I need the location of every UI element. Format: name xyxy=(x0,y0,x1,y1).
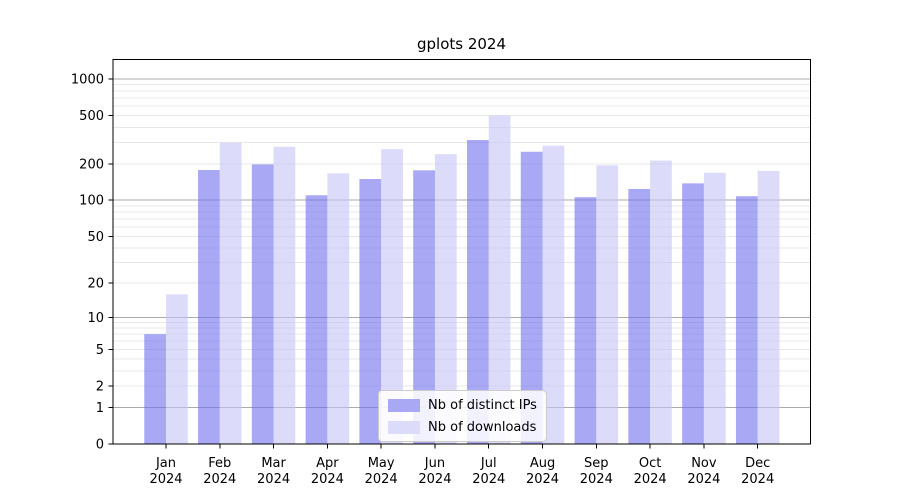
bar-distinct-ips-may xyxy=(359,179,382,444)
y-tick-label: 50 xyxy=(87,230,104,245)
x-tick-label-month: Apr xyxy=(316,456,339,471)
bar-downloads-feb xyxy=(219,142,242,444)
y-tick-label: 500 xyxy=(79,109,104,124)
x-tick-label-year: 2024 xyxy=(365,472,398,487)
bar-distinct-ips-jan xyxy=(144,334,166,444)
x-tick-label-month: Jul xyxy=(480,456,497,471)
x-tick-label-year: 2024 xyxy=(741,472,774,487)
bar-downloads-jul xyxy=(488,115,511,444)
x-tick-label-year: 2024 xyxy=(203,472,236,487)
bar-downloads-jun xyxy=(434,154,457,444)
bar-downloads-dec xyxy=(757,170,780,444)
bar-distinct-ips-feb xyxy=(198,170,220,444)
x-tick-label-year: 2024 xyxy=(526,472,559,487)
bar-distinct-ips-jul xyxy=(466,140,489,445)
y-tick-label: 1 xyxy=(96,401,104,416)
x-tick-label-month: Aug xyxy=(530,456,555,471)
legend-item-distinct-ips: Nb of distinct IPs xyxy=(388,396,537,414)
y-tick-label: 20 xyxy=(87,277,104,292)
x-tick-label-year: 2024 xyxy=(687,472,720,487)
y-tick-label: 10 xyxy=(87,311,104,326)
plot-border xyxy=(112,59,811,445)
x-tick-label-year: 2024 xyxy=(311,472,344,487)
x-tick-label-month: May xyxy=(368,456,395,471)
bar-downloads-sep xyxy=(596,165,619,445)
y-tick-label: 1000 xyxy=(71,73,104,88)
bar-distinct-ips-mar xyxy=(251,164,274,444)
legend: Nb of distinct IPs Nb of downloads xyxy=(378,390,547,442)
bar-downloads-aug xyxy=(542,145,565,445)
y-tick-label: 100 xyxy=(79,194,104,209)
x-tick-label-month: Oct xyxy=(639,456,661,471)
bar-downloads-mar xyxy=(273,146,296,444)
x-tick-label-month: Sep xyxy=(584,456,609,471)
legend-swatch-downloads xyxy=(388,420,420,434)
bar-distinct-ips-dec xyxy=(735,196,758,444)
bar-downloads-apr xyxy=(327,173,350,445)
x-tick-label-month: Jun xyxy=(424,456,445,471)
bar-distinct-ips-oct xyxy=(628,188,651,444)
bar-distinct-ips-aug xyxy=(520,151,543,444)
legend-item-downloads: Nb of downloads xyxy=(388,418,537,436)
x-tick-label-month: Jan xyxy=(155,456,176,471)
x-tick-label-month: Dec xyxy=(745,456,770,471)
x-tick-label-year: 2024 xyxy=(472,472,505,487)
legend-label-downloads: Nb of downloads xyxy=(428,419,537,435)
legend-label-distinct-ips: Nb of distinct IPs xyxy=(428,397,537,413)
bar-downloads-jan xyxy=(166,294,188,444)
y-tick-label: 5 xyxy=(96,343,104,358)
x-tick-label-year: 2024 xyxy=(149,472,182,487)
x-tick-label-month: Mar xyxy=(261,456,286,471)
y-tick-label: 200 xyxy=(79,157,104,172)
bar-distinct-ips-apr xyxy=(305,195,328,444)
x-tick-label-year: 2024 xyxy=(580,472,613,487)
x-tick-label-year: 2024 xyxy=(634,472,667,487)
x-tick-label-month: Nov xyxy=(691,456,717,471)
bar-downloads-oct xyxy=(650,160,672,444)
bar-distinct-ips-jun xyxy=(413,170,435,444)
x-tick-label-year: 2024 xyxy=(418,472,451,487)
legend-swatch-distinct-ips xyxy=(388,398,420,412)
y-tick-label: 0 xyxy=(96,438,104,453)
bar-downloads-may xyxy=(381,149,403,444)
chart-title: gplots 2024 xyxy=(416,35,507,53)
bar-distinct-ips-nov xyxy=(682,183,704,444)
bar-downloads-nov xyxy=(703,172,726,444)
x-tick-label-month: Feb xyxy=(208,456,231,471)
y-tick-label: 2 xyxy=(96,379,104,394)
x-tick-label-year: 2024 xyxy=(257,472,290,487)
bar-distinct-ips-sep xyxy=(574,197,597,444)
